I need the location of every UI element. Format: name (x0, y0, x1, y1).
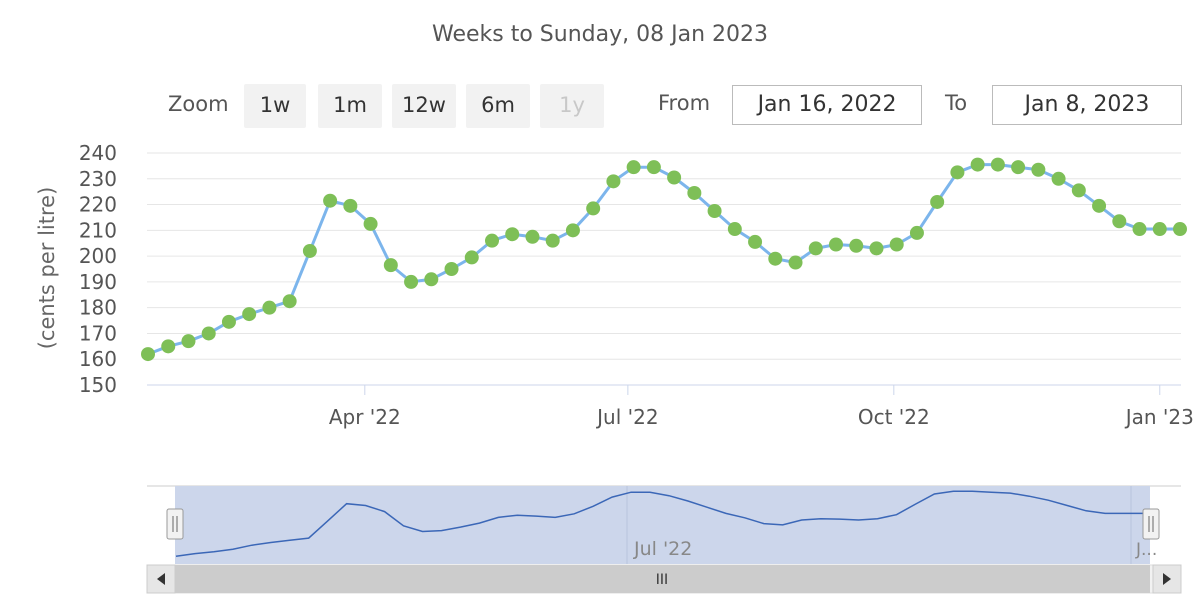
data-point[interactable] (1031, 162, 1046, 177)
data-point[interactable] (990, 157, 1005, 172)
x-axis-ticks: Apr '22 Jul '22 Oct '22 Jan '23 (329, 385, 1194, 429)
navigator-right-handle[interactable] (1142, 508, 1160, 540)
scrollbar[interactable]: III (146, 564, 1182, 594)
data-point[interactable] (262, 300, 277, 315)
data-point[interactable] (242, 307, 257, 322)
navigator-series-line (175, 490, 1143, 557)
data-point[interactable] (930, 194, 945, 209)
data-point[interactable] (1152, 222, 1167, 237)
y-tick-label: 220 (79, 193, 117, 217)
data-point[interactable] (444, 262, 459, 276)
data-point[interactable] (646, 160, 661, 175)
data-point[interactable] (667, 170, 682, 185)
y-axis-label: (cents per litre) (35, 187, 59, 350)
data-point[interactable] (221, 314, 236, 329)
y-tick-label: 150 (79, 373, 117, 397)
data-point[interactable] (727, 222, 742, 237)
scroll-left-button[interactable] (146, 564, 176, 594)
navigator[interactable]: Jul '22 J... (147, 485, 1181, 564)
data-point[interactable] (161, 339, 176, 354)
from-label: From (658, 91, 711, 115)
data-point[interactable] (1112, 214, 1127, 229)
x-tick-label: Jul '22 (595, 405, 658, 429)
data-point[interactable] (687, 185, 702, 200)
zoom-12w-button[interactable]: 12w (392, 84, 456, 128)
y-tick-label: 160 (79, 347, 117, 371)
scroll-right-button[interactable] (1152, 564, 1182, 594)
data-point[interactable] (545, 233, 560, 248)
to-date-input[interactable]: Jan 8, 2023 (992, 85, 1182, 125)
data-point[interactable] (464, 250, 479, 265)
y-tick-label: 190 (79, 270, 117, 294)
data-point[interactable] (707, 204, 722, 218)
data-point[interactable] (1092, 198, 1107, 213)
navigator-left-handle[interactable] (166, 508, 184, 540)
series-group (141, 157, 1187, 362)
data-point[interactable] (869, 241, 884, 256)
data-point[interactable] (141, 347, 155, 362)
data-point[interactable] (343, 198, 358, 213)
data-point[interactable] (849, 238, 864, 253)
zoom-6m-button[interactable]: 6m (466, 84, 530, 128)
data-point[interactable] (970, 157, 985, 172)
data-point[interactable] (404, 274, 419, 289)
arrow-left-icon (157, 573, 165, 585)
data-point[interactable] (606, 174, 621, 189)
data-point[interactable] (525, 229, 540, 244)
data-point[interactable] (302, 243, 317, 258)
zoom-1m-button[interactable]: 1m (318, 84, 382, 128)
chart-subtitle: Weeks to Sunday, 08 Jan 2023 (432, 22, 768, 47)
data-point[interactable] (1173, 222, 1187, 237)
data-point[interactable] (363, 216, 378, 231)
y-tick-label: 240 (79, 141, 117, 165)
data-point[interactable] (909, 225, 924, 240)
data-point[interactable] (889, 237, 904, 252)
data-point[interactable] (424, 272, 439, 287)
y-tick-label: 170 (79, 321, 117, 345)
zoom-1y-button: 1y (540, 84, 604, 128)
y-tick-label: 230 (79, 167, 117, 191)
data-point[interactable] (1132, 222, 1147, 237)
data-point[interactable] (808, 241, 823, 256)
scrollbar-grip: III (656, 572, 668, 588)
data-point[interactable] (282, 294, 297, 309)
data-point[interactable] (1071, 183, 1086, 198)
from-date-input[interactable]: Jan 16, 2022 (732, 85, 922, 125)
data-point[interactable] (1051, 171, 1066, 186)
data-point[interactable] (505, 227, 520, 242)
x-tick-label: Jan '23 (1124, 405, 1194, 429)
navigator-selected-range[interactable] (175, 486, 1150, 564)
y-tick-label: 210 (79, 218, 117, 242)
x-tick-label: Oct '22 (858, 405, 930, 429)
data-point[interactable] (181, 334, 196, 349)
zoom-1w-button[interactable]: 1w (244, 84, 306, 128)
y-tick-label: 180 (79, 296, 117, 320)
arrow-right-icon (1163, 573, 1171, 585)
data-point[interactable] (829, 237, 843, 252)
scrollbar-thumb[interactable] (175, 565, 1150, 593)
gridlines (147, 152, 1181, 386)
data-point[interactable] (485, 233, 499, 248)
navigator-tick-label: J... (1135, 540, 1157, 560)
data-point[interactable] (950, 165, 965, 180)
data-point[interactable] (565, 223, 580, 238)
data-point[interactable] (1011, 160, 1026, 175)
data-point[interactable] (201, 326, 216, 341)
data-point[interactable] (768, 251, 783, 266)
x-tick-label: Apr '22 (329, 405, 401, 429)
to-label: To (945, 91, 968, 115)
data-point[interactable] (748, 234, 763, 249)
data-point[interactable] (586, 201, 601, 216)
data-point[interactable] (626, 160, 641, 175)
data-point[interactable] (383, 258, 398, 273)
y-tick-label: 200 (79, 244, 117, 268)
series-line (147, 163, 1180, 356)
zoom-label: Zoom (168, 92, 229, 116)
navigator-tick-label: Jul '22 (633, 538, 692, 560)
data-point[interactable] (788, 255, 803, 270)
data-point[interactable] (323, 193, 338, 208)
